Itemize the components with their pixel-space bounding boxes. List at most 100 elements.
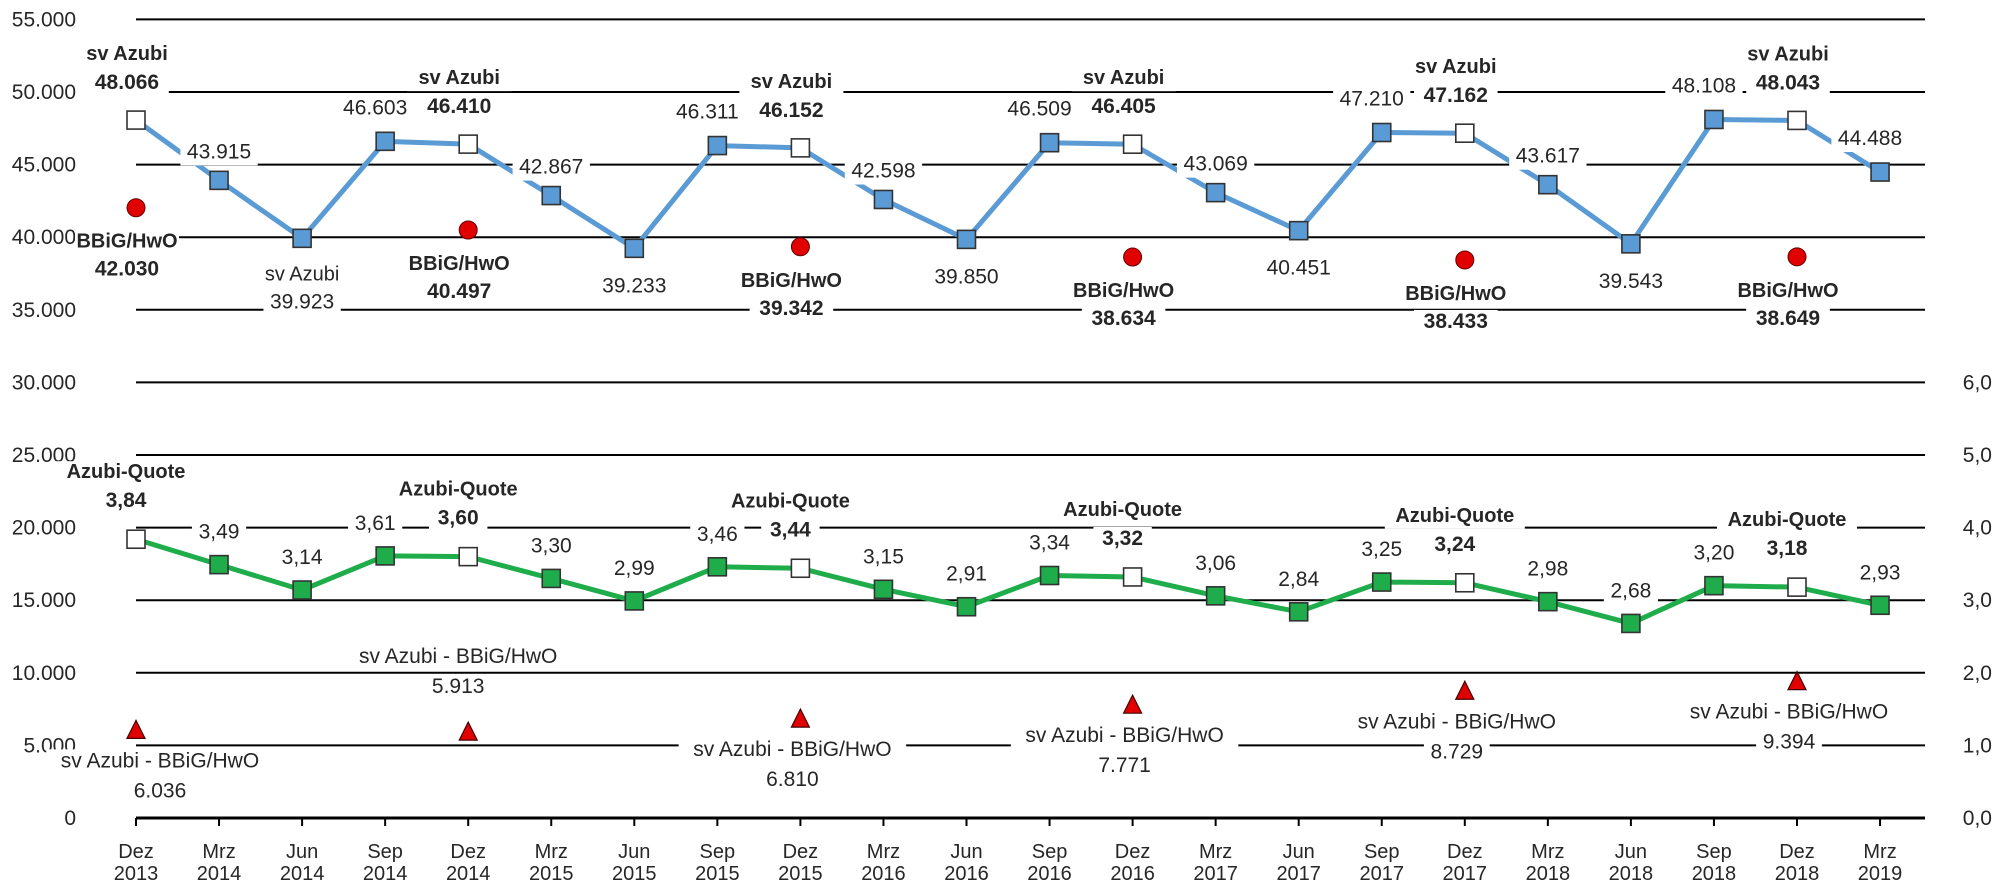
y-right-tick-label: 5,0 [1963, 444, 1992, 467]
azubi-quote-annotation-title-bg [1052, 498, 1193, 523]
azubi-quote-data-label: 3,44 [770, 518, 811, 541]
sv-azubi-data-label-bg [85, 71, 169, 97]
azubi-quote-data-label-bg [96, 489, 156, 515]
sv-azubi-data-label-bg [1260, 256, 1338, 282]
sv-azubi-data-label: 46.509 [1007, 98, 1071, 121]
y-left-tick-label: 35.000 [12, 299, 76, 322]
sv-azubi-marker-highlight [1122, 134, 1143, 154]
sv-azubi-marker [1205, 182, 1226, 203]
x-tick-label-month: Jun [950, 841, 982, 863]
azubi-quote-marker [1621, 613, 1641, 634]
sv-azubi-marker [1704, 109, 1724, 130]
sv-azubi-data-label-bg [668, 100, 746, 126]
sv-azubi-data-label-bg [1177, 152, 1255, 178]
y-left-tick-label: 20.000 [12, 517, 76, 540]
sv-azubi-line [134, 116, 1882, 251]
sv-azubi-marker [209, 170, 229, 191]
azubi-quote-marker [873, 579, 894, 600]
x-tick-label-month: Dez [118, 841, 154, 863]
x-tick-label-year: 2016 [1110, 863, 1155, 885]
azubi-quote-annotation-title: Azubi-Quote [731, 490, 850, 512]
azubi-quote-data-label: 3,06 [1195, 552, 1236, 575]
difference-data-label: 7.771 [1098, 754, 1151, 777]
difference-annotation-title: sv Azubi - BBiG/HwO [359, 645, 557, 668]
sv-azubi-marker [1039, 132, 1060, 153]
sv-azubi-marker [1371, 122, 1392, 143]
sv-azubi-data-label-bg [263, 290, 341, 316]
bbig-hwo-annotation-title-bg [75, 230, 179, 255]
azubi-quote-data-label: 3,18 [1767, 537, 1808, 560]
bbig-hwo-marker [790, 237, 810, 257]
sv-azubi-marker-highlight [1787, 110, 1807, 131]
x-tick-label-month: Dez [1779, 841, 1815, 863]
azubi-quote-marker-highlight [1455, 572, 1475, 593]
azubi-quote-data-label: 2,91 [946, 563, 987, 586]
azubi-quote-marker [1039, 565, 1060, 586]
x-tick-label-month: Sep [1032, 841, 1068, 863]
sv-azubi-data-label: 46.405 [1091, 95, 1156, 118]
difference-annotation-title: sv Azubi - BBiG/HwO [693, 738, 891, 761]
sv-azubi-data-label-bg [1831, 127, 1909, 153]
sv-azubi-marker [624, 238, 645, 259]
bbig-hwo-annotation-title: BBiG/HwO [741, 270, 842, 292]
sv-azubi-annotation-title-bg [407, 67, 512, 92]
sv-azubi-data-label: 40.451 [1267, 257, 1331, 280]
sv-azubi-data-label-bg [1414, 84, 1498, 110]
x-tick-label-month: Mrz [1863, 841, 1896, 863]
azubi-quote-marker [1371, 572, 1392, 592]
x-tick-label-month: Dez [450, 841, 486, 863]
x-tick-label-month: Mrz [1531, 841, 1564, 863]
azubi-quote-annotation-title-bg [388, 478, 529, 503]
azubi-quote-data-label: 3,61 [355, 512, 396, 535]
sv-azubi-data-label: 42.598 [851, 159, 915, 182]
bbig-hwo-annotation-title-bg [407, 252, 512, 277]
bbig-hwo-annotation-title: BBiG/HwO [76, 231, 177, 253]
difference-data-label-bg [127, 779, 193, 805]
azubi-quote-data-label: 3,14 [282, 546, 323, 569]
x-tick-label-year: 2014 [280, 863, 325, 885]
difference-marker [1122, 693, 1143, 714]
azubi-quote-data-label: 3,30 [531, 534, 572, 557]
azubi-quote-data-label-bg [939, 562, 994, 588]
x-tick-label-year: 2016 [1027, 863, 1072, 885]
sv-azubi-annotation-title: sv Azubi [1415, 56, 1497, 78]
azubi-quote-marker-highlight [458, 546, 479, 567]
azubi-quote-data-label-bg [1425, 532, 1484, 558]
difference-data-label-bg [759, 768, 826, 794]
azubi-quote-marker [1288, 602, 1309, 622]
sv-azubi-marker [956, 229, 977, 250]
sv-azubi-data-label-bg [1592, 269, 1670, 295]
difference-data-label-bg [1091, 754, 1158, 780]
bbig-hwo-data-label-bg [1081, 307, 1166, 333]
y-right-tick-label: 4,0 [1963, 517, 1992, 540]
difference-annotation-title-bg [1343, 710, 1571, 736]
sv-azubi-data-label: 46.311 [676, 101, 739, 124]
bbig-hwo-annotation-title: BBiG/HwO [409, 253, 510, 275]
sv-azubi-annotation-title: sv Azubi [751, 71, 833, 93]
x-tick-label-month: Sep [700, 841, 736, 863]
sv-azubi-data-label: 43.915 [187, 140, 251, 163]
azubi-quote-data-label: 2,68 [1610, 579, 1651, 602]
azubi-quote-data-label: 3,25 [1361, 538, 1402, 561]
azubi-quote-data-label-bg [1520, 557, 1575, 583]
difference-annotation-title-bg [344, 645, 572, 671]
x-tick-label-month: Dez [1447, 841, 1483, 863]
y-left-tick-label: 45.000 [12, 154, 76, 177]
sv-azubi-marker [873, 189, 894, 210]
y-left-tick-label: 0 [64, 807, 76, 830]
azubi-quote-data-label-bg [191, 520, 247, 546]
sv-azubi-marker-highlight [126, 110, 146, 130]
x-tick-label-month: Sep [367, 841, 403, 863]
x-tick-label-year: 2018 [1609, 863, 1654, 885]
azubi-quote-data-label: 3,49 [199, 521, 240, 544]
difference-annotation-title-bg [1010, 724, 1239, 750]
sv-azubi-data-label-bg [844, 159, 923, 185]
x-tick-label-month: Mrz [202, 841, 235, 863]
x-tick-label-month: Jun [286, 841, 318, 863]
bbig-hwo-data-label-bg [85, 257, 169, 283]
sv-azubi-data-label: 43.069 [1184, 153, 1248, 176]
azubi-quote-data-label-bg [1603, 579, 1658, 605]
x-tick-label-year: 2015 [778, 863, 823, 885]
sv-azubi-data-label-bg [595, 274, 673, 300]
